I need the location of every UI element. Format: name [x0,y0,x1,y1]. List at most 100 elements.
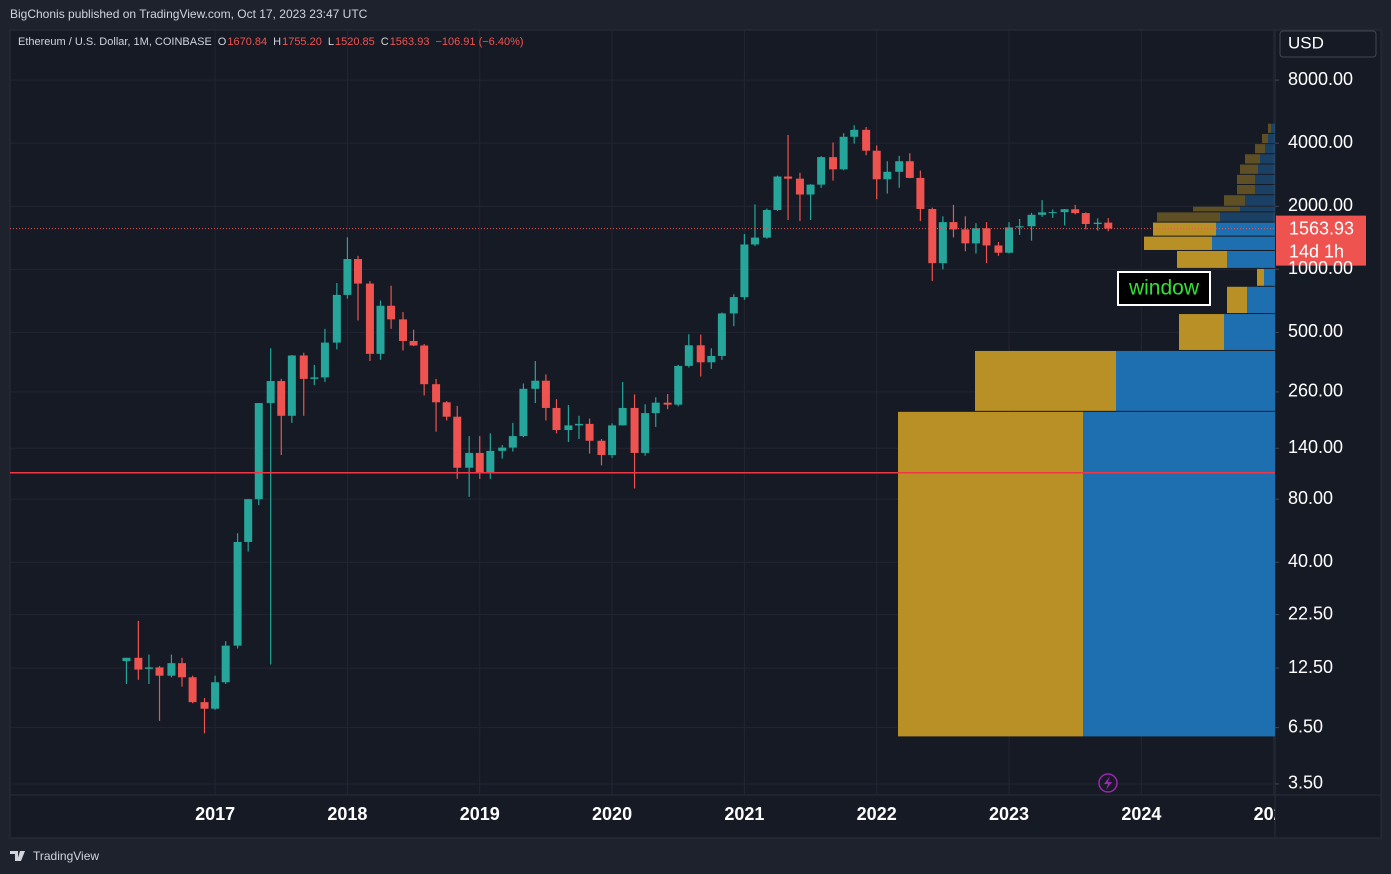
candle-body [938,222,947,264]
x-tick-label: 2017 [195,804,235,824]
legend-value: 1670.84 [227,36,267,48]
legend-key: O [218,36,227,48]
candle-body [486,450,495,473]
candle-body [750,237,759,245]
x-tick-label: 2020 [592,804,632,824]
profile-up [1271,123,1275,133]
candle-body [122,657,131,662]
candle-body [949,222,958,230]
candle-body [883,171,892,180]
last-price-box [1276,215,1366,266]
candle-body [618,407,627,426]
x-tick-label: 2021 [724,804,764,824]
candle-body [674,365,683,405]
currency[interactable]: USD [1288,33,1324,52]
profile-up [1212,236,1275,250]
profile-down [1268,123,1271,133]
candle-body [729,297,738,314]
candle-body [453,416,462,468]
profile-up [1255,184,1275,195]
profile-down [1240,164,1258,174]
candle-body [1038,212,1047,215]
candle-body [1027,214,1036,227]
candle-body [1071,209,1080,214]
profile-up [1240,206,1275,212]
profile-down [1153,222,1216,236]
profile-down [1177,250,1227,268]
profile-down [1144,236,1212,250]
y-tick-label: 40.00 [1288,551,1333,571]
y-tick-label: 3.50 [1288,773,1323,793]
candle-body [233,541,242,646]
candle-body [332,294,341,343]
alert-icon[interactable] [1098,773,1118,793]
candle-body [155,667,164,676]
y-tick-label: 6.50 [1288,716,1323,736]
candle-body [928,209,937,264]
candle-body [608,425,617,455]
annotation-box [1117,271,1211,306]
candle-body [905,161,914,178]
candle-body [498,447,507,451]
x-tick-label: 2019 [460,804,500,824]
x-tick-label: 2018 [327,804,367,824]
profile-up [1265,144,1275,154]
legend-key: L [328,36,334,48]
currency-box[interactable] [1279,30,1377,58]
candle-body [442,402,451,417]
brand: TradingView [33,849,99,863]
candle-body [475,452,484,473]
legend-value: 1563.93 [390,36,430,48]
candle-body [244,499,253,542]
profile-up [1264,268,1275,286]
publisher: BigChonis published on TradingView.com, … [10,7,368,21]
y-tick-label: 500.00 [1288,321,1343,341]
y-axis: 3.50 6.50 12.50 22.50 40.00 80.00 140.00 260.00… [1275,69,1353,793]
candle-body [1093,222,1102,225]
candle-body [684,345,693,366]
candle-body [320,342,329,378]
profile-up [1227,250,1275,268]
profile-down [1157,212,1220,222]
candle-body [717,313,726,356]
candle-body [762,210,771,238]
candle-body [961,229,970,244]
x-axis: 2017 2018 2019 2020 2021 2022 2023 2024 2025 [195,804,1275,824]
profile-up [1245,195,1275,206]
candle-body [564,425,573,431]
candle-body [773,176,782,211]
y-tick-label: 1000.00 [1288,258,1353,278]
y-tick-label: 260.00 [1288,381,1343,401]
candle-body [531,380,540,389]
x-tick-label: 2024 [1121,804,1161,824]
candle-body [343,259,352,295]
candle-body [784,176,793,179]
candle-body [144,667,153,669]
overlay: 1563.93 14d 1h window [10,215,1366,474]
legend-symbol: Ethereum / U.S. Dollar, 1M, COINBASE [18,36,212,48]
y-tick-label: 8000.00 [1288,69,1353,89]
candle-body [519,388,528,437]
profile-up [1255,174,1275,184]
candle-body [365,283,374,354]
profile-down [975,350,1116,411]
candle-body [354,259,363,284]
profile-down [1262,133,1268,144]
profile-down [1237,184,1255,195]
candle-body [266,381,275,404]
candle-body [221,645,230,683]
candle-body [287,355,296,416]
profile-up [1247,286,1275,314]
profile-down [1179,314,1224,350]
candle-body [651,402,660,414]
candle-body [597,440,606,455]
profile-up [1220,212,1275,222]
candle-body [167,663,176,676]
profile-down [1227,286,1247,314]
candle-body [916,177,925,210]
candle-body [872,150,881,180]
candle-body [839,136,848,170]
profile-down [1245,154,1260,164]
x-tick-label: 2022 [857,804,897,824]
candle-body [277,381,286,416]
